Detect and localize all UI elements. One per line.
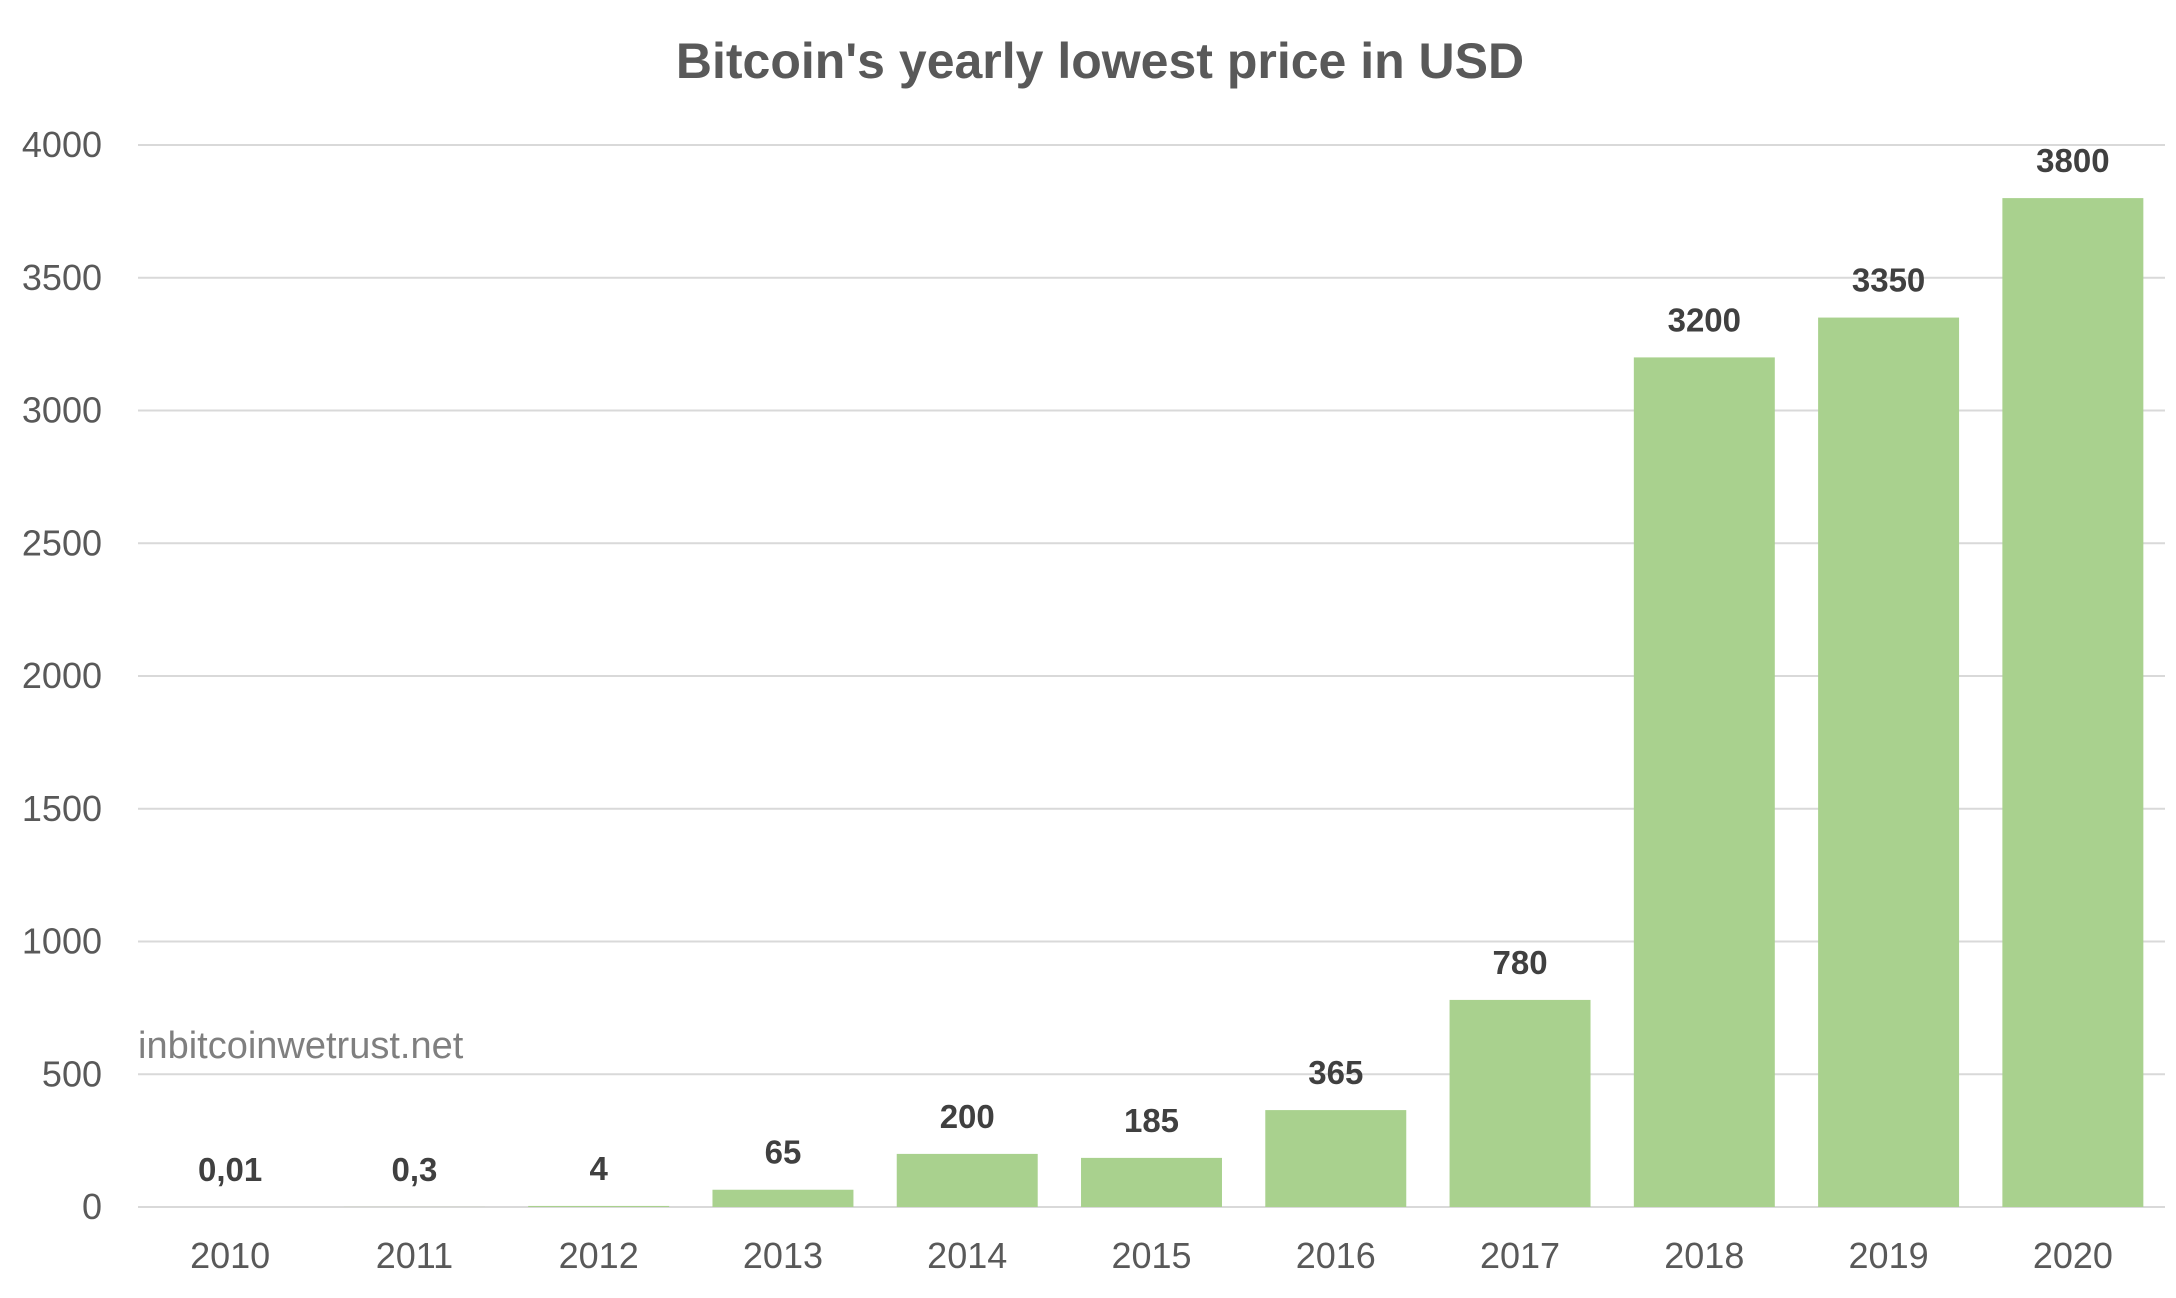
y-tick-label: 1500 [22, 788, 102, 829]
bar-2017 [1449, 999, 1591, 1207]
bar-2016 [1265, 1110, 1407, 1207]
data-labels: 0,01 0,3 4 65 200 185 365 780 3200 3350 3800 [198, 142, 2110, 1188]
y-tick-label: 3500 [22, 257, 102, 298]
y-tick-label: 500 [42, 1053, 102, 1094]
x-tick-label-2018: 2018 [1664, 1235, 1744, 1276]
data-label-2016: 365 [1308, 1054, 1363, 1091]
x-tick-label-2016: 2016 [1296, 1235, 1376, 1276]
x-tick-label-2019: 2019 [1849, 1235, 1929, 1276]
data-label-2019: 3350 [1852, 262, 1925, 299]
data-label-2020: 3800 [2036, 142, 2109, 179]
bar-2018 [1633, 357, 1775, 1207]
bar-2012 [528, 1205, 670, 1207]
bar-2014 [896, 1153, 1038, 1207]
data-label-2015: 185 [1124, 1102, 1179, 1139]
x-tick-label-2014: 2014 [927, 1235, 1007, 1276]
y-axis-ticks: 0 500 1000 1500 2000 2500 3000 3500 4000 [22, 124, 102, 1227]
bars [159, 198, 2144, 1208]
y-tick-label: 1000 [22, 921, 102, 962]
data-label-2013: 65 [765, 1134, 802, 1171]
y-tick-label: 0 [82, 1186, 102, 1227]
data-label-2010: 0,01 [198, 1151, 262, 1188]
y-tick-label: 3000 [22, 390, 102, 431]
data-label-2018: 3200 [1668, 301, 1741, 338]
data-label-2017: 780 [1493, 944, 1548, 981]
x-tick-label-2015: 2015 [1111, 1235, 1191, 1276]
x-axis-ticks: 2010 2011 2012 2013 2014 2015 2016 2017 2018 2019… [190, 1235, 2113, 1276]
x-tick-label-2010: 2010 [190, 1235, 270, 1276]
data-label-2014: 200 [940, 1098, 995, 1135]
bar-2020 [2002, 198, 2144, 1208]
x-tick-label-2017: 2017 [1480, 1235, 1560, 1276]
bar-2019 [1818, 317, 1960, 1207]
x-tick-label-2020: 2020 [2033, 1235, 2113, 1276]
x-tick-label-2011: 2011 [376, 1235, 453, 1276]
gridlines [138, 144, 2165, 1208]
x-tick-label-2012: 2012 [559, 1235, 639, 1276]
data-label-2011: 0,3 [391, 1151, 437, 1188]
x-tick-label-2013: 2013 [743, 1235, 823, 1276]
bar-2013 [712, 1189, 854, 1207]
chart-title: Bitcoin's yearly lowest price in USD [676, 33, 1524, 89]
y-tick-label: 2000 [22, 655, 102, 696]
watermark: inbitcoinwetrust.net [138, 1025, 464, 1067]
y-tick-label: 4000 [22, 124, 102, 165]
data-label-2012: 4 [590, 1150, 609, 1187]
y-tick-label: 2500 [22, 522, 102, 563]
bar-2015 [1081, 1157, 1222, 1207]
